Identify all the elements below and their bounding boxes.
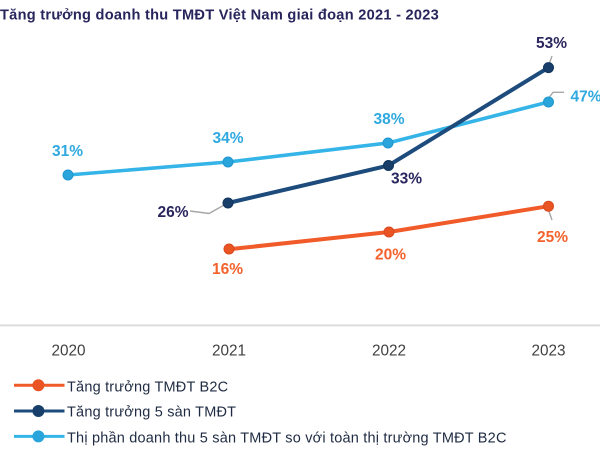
svg-text:Thị phần doanh thu 5 sàn TMĐT: Thị phần doanh thu 5 sàn TMĐT so với toà… (67, 431, 507, 447)
svg-text:16%: 16% (212, 261, 243, 278)
svg-text:2020: 2020 (51, 343, 85, 360)
svg-text:38%: 38% (373, 111, 404, 128)
svg-text:47%: 47% (570, 89, 600, 106)
svg-text:2021: 2021 (212, 343, 246, 360)
svg-text:33%: 33% (391, 171, 422, 188)
svg-text:20%: 20% (375, 247, 406, 264)
svg-text:34%: 34% (212, 130, 243, 147)
svg-text:25%: 25% (537, 229, 568, 246)
svg-text:31%: 31% (52, 143, 83, 160)
svg-text:2022: 2022 (372, 343, 406, 360)
svg-text:Tăng trưởng TMĐT B2C: Tăng trưởng TMĐT B2C (67, 379, 228, 395)
svg-text:Tăng trưởng 5 sàn TMĐT: Tăng trưởng 5 sàn TMĐT (67, 405, 236, 421)
svg-text:Tăng trưởng doanh thu TMĐT Việ: Tăng trưởng doanh thu TMĐT Việt Nam giai… (0, 8, 439, 24)
svg-text:2023: 2023 (531, 343, 565, 360)
svg-text:26%: 26% (157, 204, 188, 221)
svg-text:53%: 53% (536, 35, 567, 52)
